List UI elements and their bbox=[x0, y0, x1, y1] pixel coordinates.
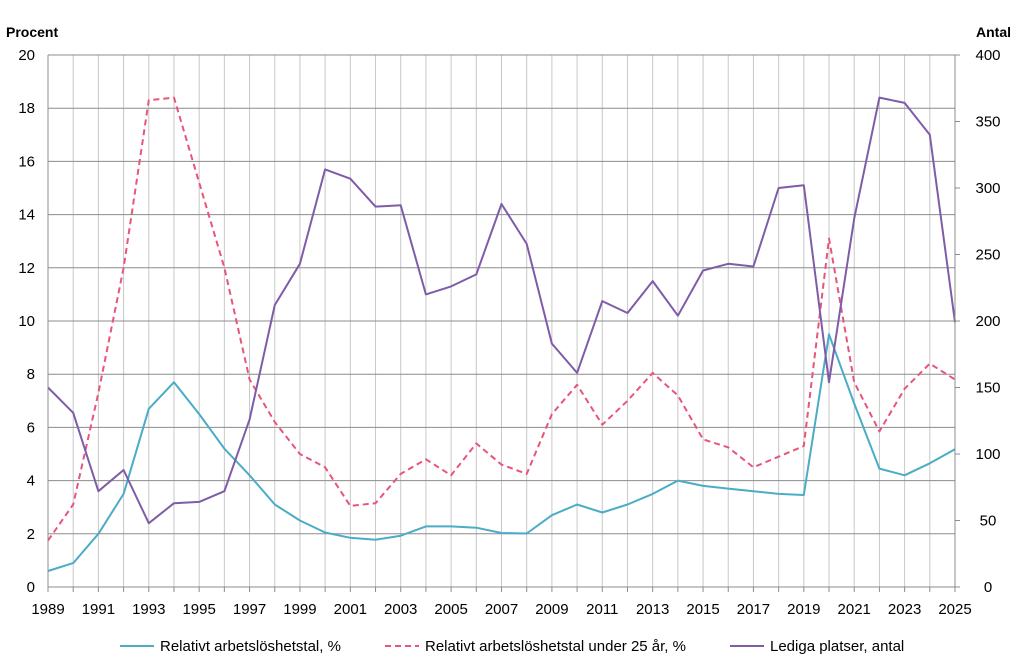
series-line-3 bbox=[47, 96, 956, 525]
y-right-tick-label: 50 bbox=[980, 513, 997, 530]
series-lines bbox=[47, 96, 956, 572]
y-left-tick-label: 8 bbox=[27, 366, 35, 383]
x-tick-label: 2007 bbox=[485, 601, 518, 618]
y-left-tick-label: 14 bbox=[18, 207, 35, 224]
y-right-tick-label: 150 bbox=[975, 380, 1000, 397]
right-axis-title: Antal bbox=[976, 24, 1011, 40]
x-tick-label: 2021 bbox=[838, 601, 871, 618]
x-tick-label: 2015 bbox=[686, 601, 719, 618]
x-tick-label: 2001 bbox=[334, 601, 367, 618]
y-left-tick-label: 16 bbox=[18, 153, 35, 170]
legend-label-2: Relativt arbetslöshetstal under 25 år, % bbox=[425, 638, 686, 655]
y-left-tick-label: 20 bbox=[18, 47, 35, 64]
x-tick-label: 1999 bbox=[283, 601, 316, 618]
y-right-tick-label: 100 bbox=[975, 446, 1000, 463]
y-right-tick-label: 200 bbox=[975, 313, 1000, 330]
grid bbox=[47, 54, 956, 588]
y-right-tick-label: 300 bbox=[975, 180, 1000, 197]
x-tick-label: 1993 bbox=[132, 601, 165, 618]
y-right-tick-label: 350 bbox=[975, 114, 1000, 131]
x-tick-label: 2023 bbox=[888, 601, 921, 618]
x-tick-label: 2013 bbox=[636, 601, 669, 618]
series-line-2 bbox=[47, 96, 956, 542]
x-tick-label: 1991 bbox=[82, 601, 115, 618]
y-left-tick-label: 2 bbox=[27, 526, 35, 543]
y-right-tick-label: 400 bbox=[975, 47, 1000, 64]
y-left-tick-label: 18 bbox=[18, 100, 35, 117]
y-left-tick-label: 10 bbox=[18, 313, 35, 330]
x-tick-label: 1995 bbox=[182, 601, 215, 618]
legend: Relativt arbetslöshetstal, % Relativt arb… bbox=[120, 638, 904, 655]
x-tick-label: 2011 bbox=[586, 601, 618, 618]
y-left-tick-label: 0 bbox=[27, 579, 35, 596]
x-tick-label: 1997 bbox=[233, 601, 266, 618]
y-left-tick-label: 12 bbox=[18, 260, 35, 277]
legend-label-1: Relativt arbetslöshetstal, % bbox=[160, 638, 341, 655]
y-right-tick-label: 0 bbox=[984, 579, 992, 596]
x-tick-label: 2019 bbox=[787, 601, 820, 618]
left-axis-title: Procent bbox=[6, 24, 58, 40]
x-tick-label: 2017 bbox=[737, 601, 770, 618]
y-right-tick-label: 250 bbox=[975, 247, 1000, 264]
x-tick-label: 2009 bbox=[535, 601, 568, 618]
axes: Procent Antal 02468101214161820050100150… bbox=[6, 24, 1011, 618]
series-line-1 bbox=[47, 333, 956, 572]
x-tick-label: 2003 bbox=[384, 601, 417, 618]
legend-label-3: Lediga platser, antal bbox=[770, 638, 904, 655]
y-left-tick-label: 6 bbox=[27, 419, 35, 436]
x-tick-label: 2005 bbox=[434, 601, 467, 618]
y-left-tick-label: 4 bbox=[27, 473, 35, 490]
x-tick-label: 2025 bbox=[938, 601, 971, 618]
x-tick-label: 1989 bbox=[31, 601, 64, 618]
